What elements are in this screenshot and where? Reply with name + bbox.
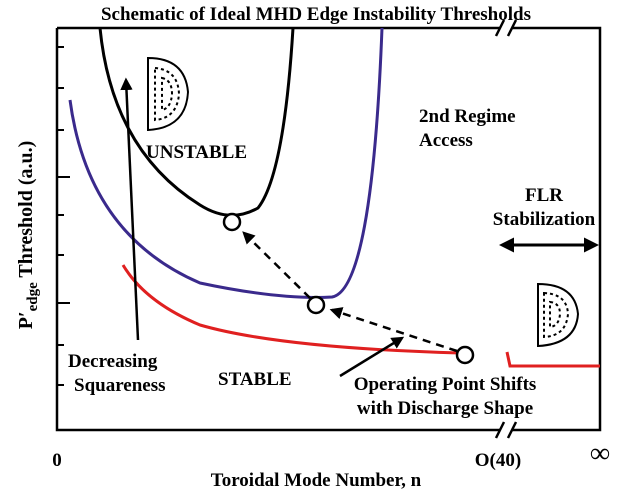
plasma-shape-square: [148, 58, 188, 130]
unstable-label: UNSTABLE: [146, 142, 247, 163]
operating-points: [224, 214, 473, 363]
x-tick-label: O(40): [475, 450, 521, 471]
y-label-sub: edge: [25, 282, 41, 312]
title: Schematic of Ideal MHD Edge Instability …: [101, 4, 531, 25]
y-axis-label: P′edge Threshold (a.u.): [15, 141, 41, 330]
regime-label: Access: [419, 130, 473, 151]
operating-label: with Discharge Shape: [357, 398, 533, 419]
flr-label: FLR: [525, 185, 563, 206]
x-tick-label: 0: [52, 450, 62, 471]
regime-label: 2nd Regime: [419, 106, 516, 127]
plasma-shape-round: [538, 284, 578, 346]
x-axis-label: Toroidal Mode Number, n: [211, 470, 422, 490]
y-ticks: [57, 47, 70, 385]
squareness-label: Decreasing: [68, 351, 158, 372]
flr-label: Stabilization: [493, 209, 596, 230]
squareness-label: Squareness: [74, 375, 166, 396]
diagram: Schematic of Ideal MHD Edge Instability …: [0, 0, 621, 490]
squareness-arrow: [126, 80, 138, 340]
y-label-main: P′: [15, 311, 37, 329]
operating-label: Operating Point Shifts: [354, 374, 537, 395]
operating-arrow: [340, 338, 402, 376]
stable-label: STABLE: [218, 369, 292, 390]
shift-arrows: [244, 233, 457, 351]
y-label-rest: Threshold (a.u.): [15, 141, 37, 283]
x-tick-label: ∞: [590, 438, 610, 469]
